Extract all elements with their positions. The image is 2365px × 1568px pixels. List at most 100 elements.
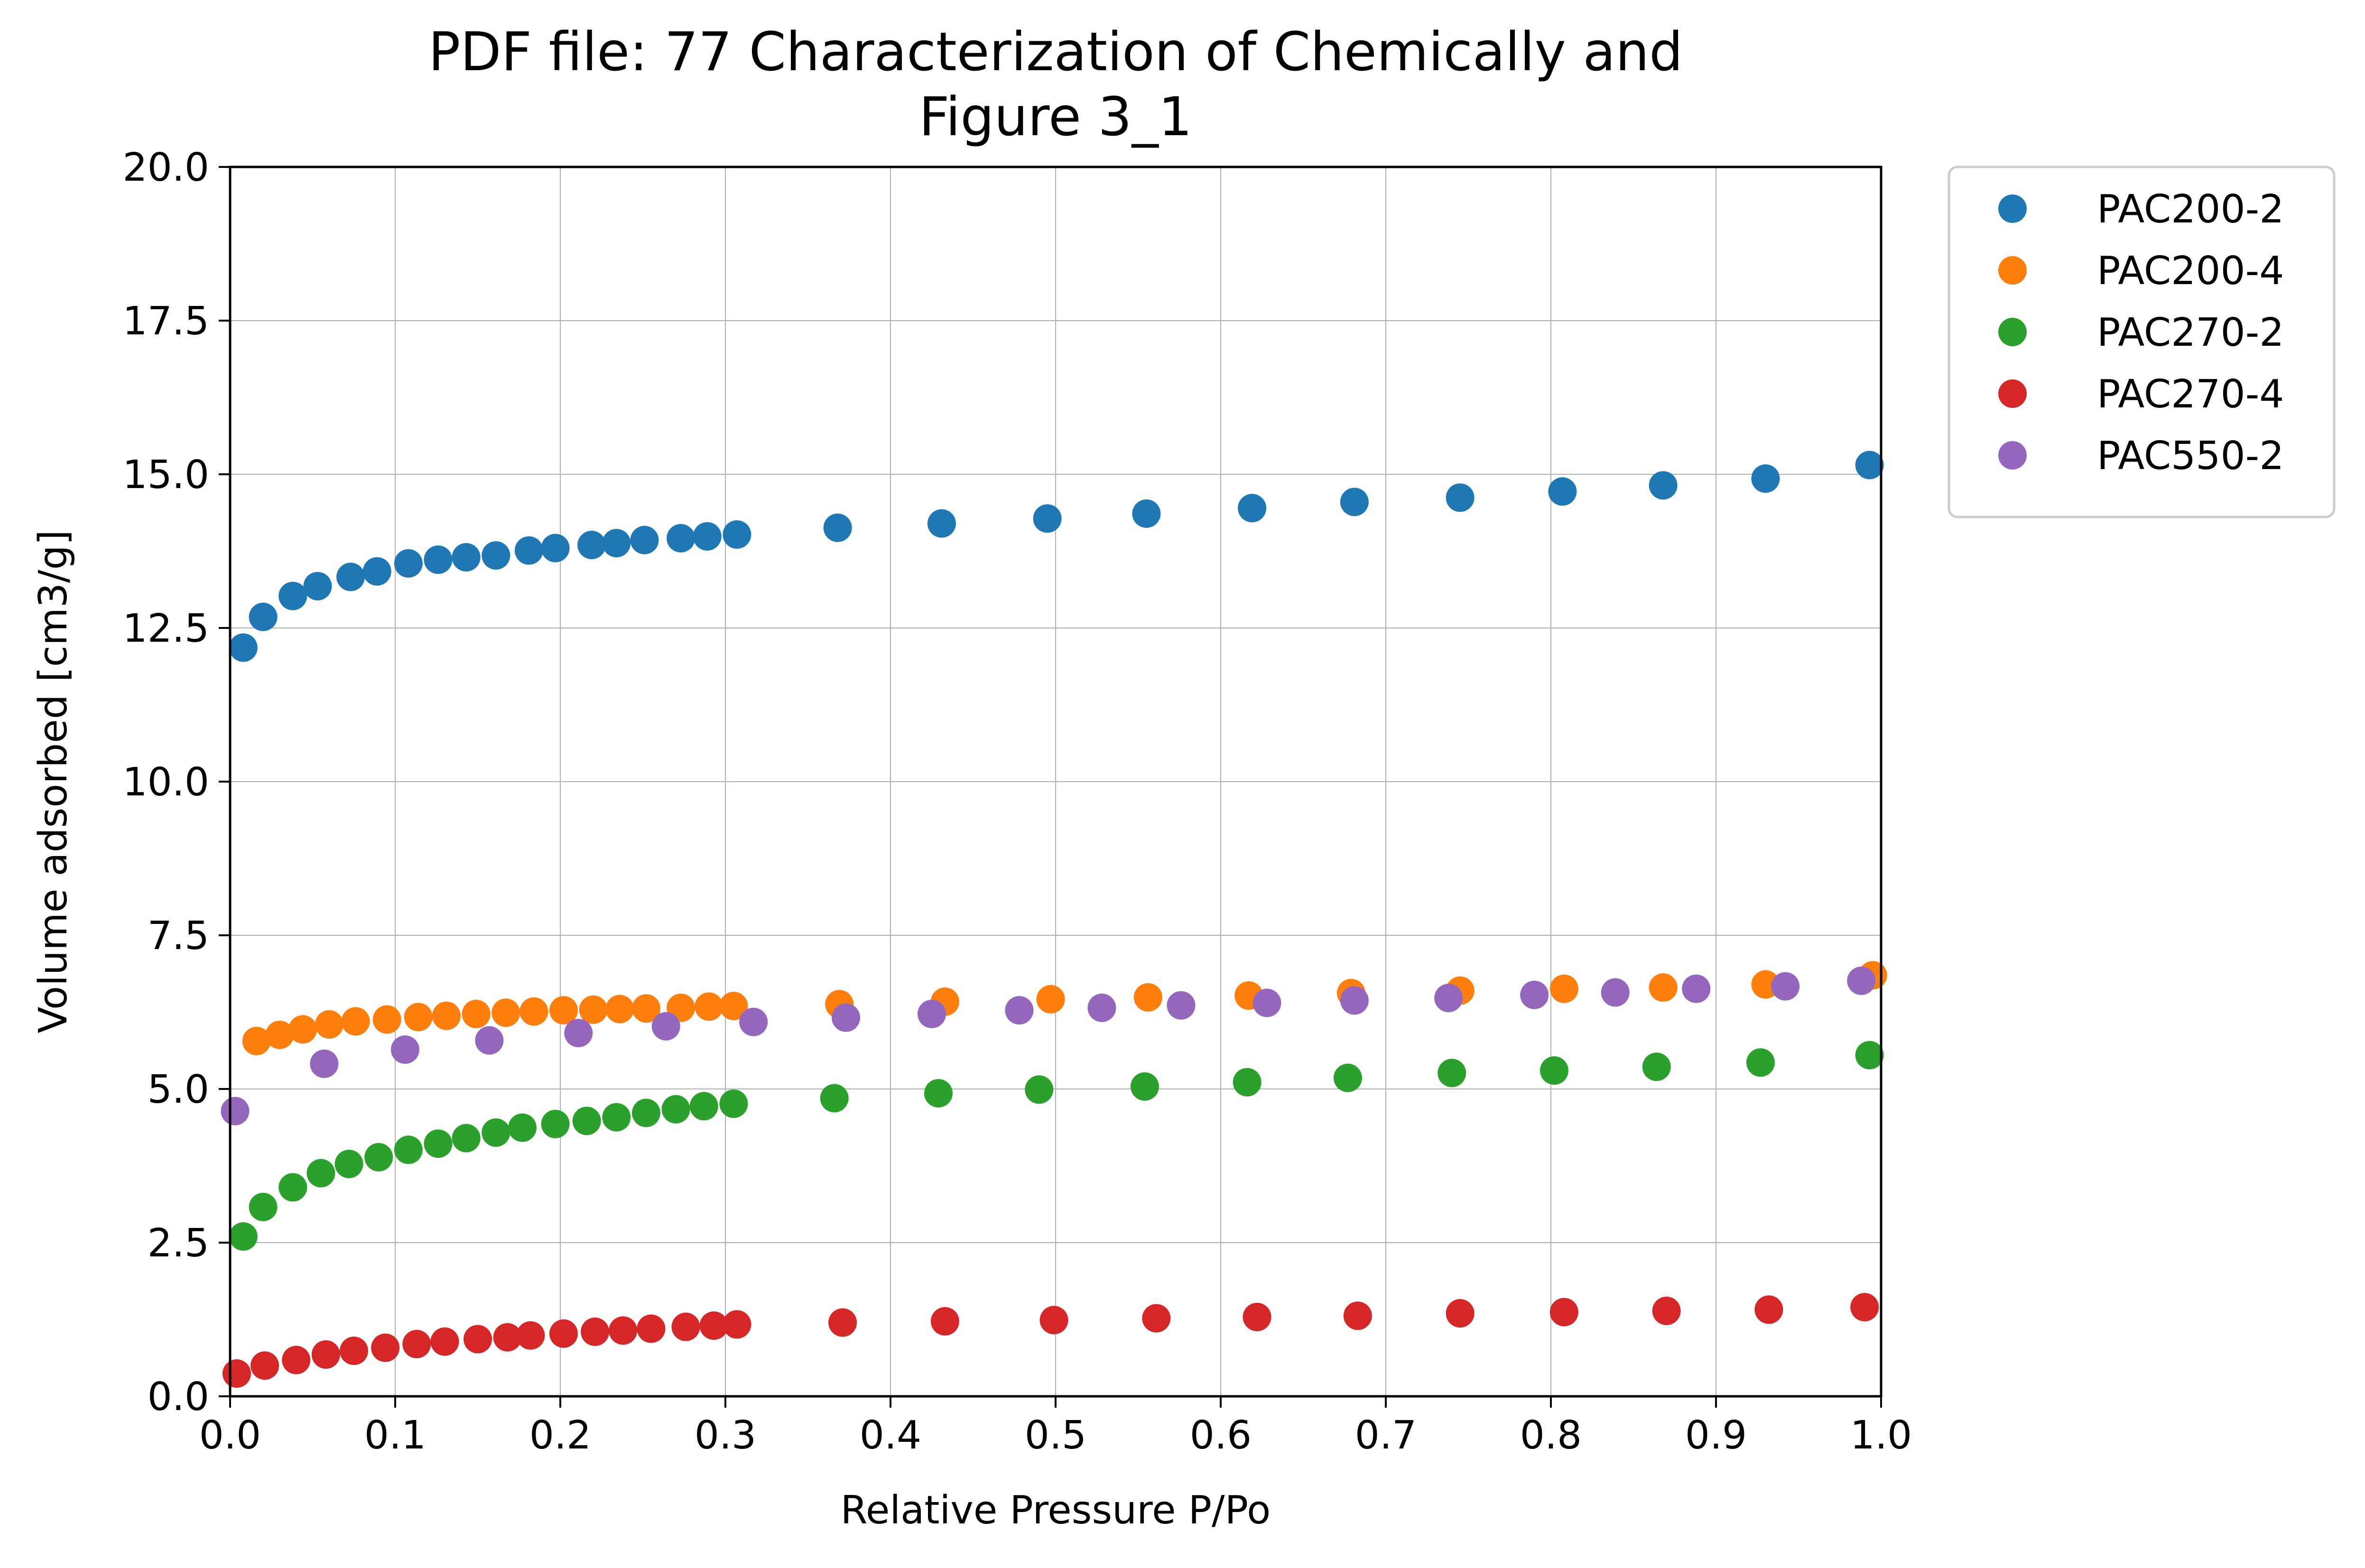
- x-tick-label: 0.6: [1190, 1413, 1252, 1458]
- data-point: [362, 557, 391, 586]
- data-point: [1649, 471, 1678, 500]
- y-axis-label: Volume adsorbed [cm3/g]: [31, 530, 76, 1033]
- y-tick-label: 20.0: [122, 145, 209, 190]
- data-point: [1025, 1075, 1054, 1104]
- data-point: [424, 545, 453, 574]
- legend-frame: [1948, 166, 2336, 518]
- data-point: [823, 513, 852, 542]
- data-point: [930, 1307, 959, 1336]
- data-point: [464, 1325, 492, 1354]
- y-tick-label: 7.5: [148, 913, 209, 959]
- data-point: [581, 1317, 610, 1346]
- x-tick-label: 0.3: [695, 1413, 756, 1458]
- legend-marker: [1998, 318, 2027, 346]
- data-point: [288, 1015, 317, 1044]
- y-tick-label: 10.0: [122, 760, 209, 805]
- data-point: [372, 1005, 401, 1034]
- data-point: [514, 536, 543, 565]
- data-point: [695, 992, 723, 1021]
- data-point: [832, 1003, 861, 1032]
- data-point: [249, 1192, 278, 1221]
- data-point: [602, 529, 631, 558]
- data-point: [475, 1026, 504, 1055]
- data-point: [315, 1010, 343, 1039]
- data-point: [265, 1020, 294, 1049]
- data-point: [221, 1097, 250, 1125]
- data-point: [311, 1340, 340, 1369]
- legend-marker: [1998, 256, 2027, 285]
- data-point: [430, 1327, 459, 1356]
- data-point: [1087, 993, 1116, 1022]
- data-point: [1446, 1299, 1475, 1328]
- data-point: [1238, 494, 1267, 523]
- data-point: [1233, 1068, 1261, 1097]
- data-point: [1033, 504, 1062, 533]
- data-point: [1133, 983, 1162, 1012]
- data-point: [1746, 1048, 1775, 1077]
- data-point: [1036, 985, 1065, 1014]
- data-point: [404, 1003, 433, 1032]
- data-point: [1649, 973, 1678, 1002]
- data-point: [482, 541, 510, 570]
- data-point: [1252, 988, 1281, 1017]
- data-point: [602, 1103, 631, 1132]
- x-tick-label: 0.4: [860, 1413, 921, 1458]
- data-point: [719, 992, 748, 1021]
- data-point: [1130, 1072, 1159, 1101]
- data-point: [924, 1079, 953, 1108]
- legend-marker: [1998, 194, 2027, 223]
- data-point: [1652, 1296, 1681, 1325]
- data-point: [364, 1143, 393, 1171]
- data-point: [699, 1311, 728, 1340]
- legend-label: PAC270-2: [2097, 310, 2284, 355]
- data-point: [1340, 986, 1369, 1015]
- legend-marker: [1998, 379, 2027, 408]
- data-point: [303, 572, 332, 600]
- data-point: [918, 999, 946, 1028]
- x-tick-label: 0.0: [199, 1413, 261, 1458]
- x-tick-label: 0.8: [1520, 1413, 1582, 1458]
- data-point: [609, 1316, 638, 1345]
- data-point: [1751, 464, 1780, 493]
- data-point: [549, 996, 578, 1025]
- series-pac550-2: [221, 966, 1876, 1125]
- data-point: [1847, 966, 1876, 995]
- data-point: [336, 563, 365, 591]
- data-point: [1549, 1298, 1578, 1327]
- data-point: [549, 1319, 578, 1348]
- x-tick-label: 0.5: [1025, 1413, 1086, 1458]
- data-point: [541, 534, 570, 563]
- data-point: [278, 581, 307, 610]
- data-point: [250, 1351, 279, 1380]
- series-pac270-2: [229, 1041, 1884, 1251]
- data-point: [1434, 984, 1463, 1013]
- x-tick-label: 0.2: [529, 1413, 591, 1458]
- data-point: [493, 1323, 522, 1352]
- data-point: [630, 526, 659, 554]
- data-point: [340, 1337, 368, 1365]
- data-point: [310, 1049, 339, 1078]
- data-point: [1343, 1301, 1372, 1330]
- data-point: [631, 1098, 660, 1127]
- data-point: [693, 522, 722, 551]
- data-point: [820, 1084, 849, 1113]
- data-point: [1855, 1041, 1884, 1070]
- data-point: [637, 1314, 666, 1343]
- data-point: [371, 1333, 400, 1362]
- x-tick-label: 0.1: [364, 1413, 426, 1458]
- x-tick-label: 1.0: [1850, 1413, 1912, 1458]
- data-point: [719, 1089, 748, 1118]
- data-point: [605, 995, 634, 1024]
- data-point: [482, 1118, 510, 1147]
- data-point: [229, 1222, 258, 1251]
- data-point: [564, 1019, 593, 1048]
- data-point: [1333, 1063, 1362, 1092]
- data-point: [492, 998, 520, 1027]
- data-point: [1642, 1052, 1671, 1081]
- data-point: [229, 633, 258, 662]
- data-point: [579, 995, 608, 1024]
- data-point: [394, 549, 423, 578]
- data-point: [519, 997, 548, 1026]
- data-point: [394, 1135, 423, 1164]
